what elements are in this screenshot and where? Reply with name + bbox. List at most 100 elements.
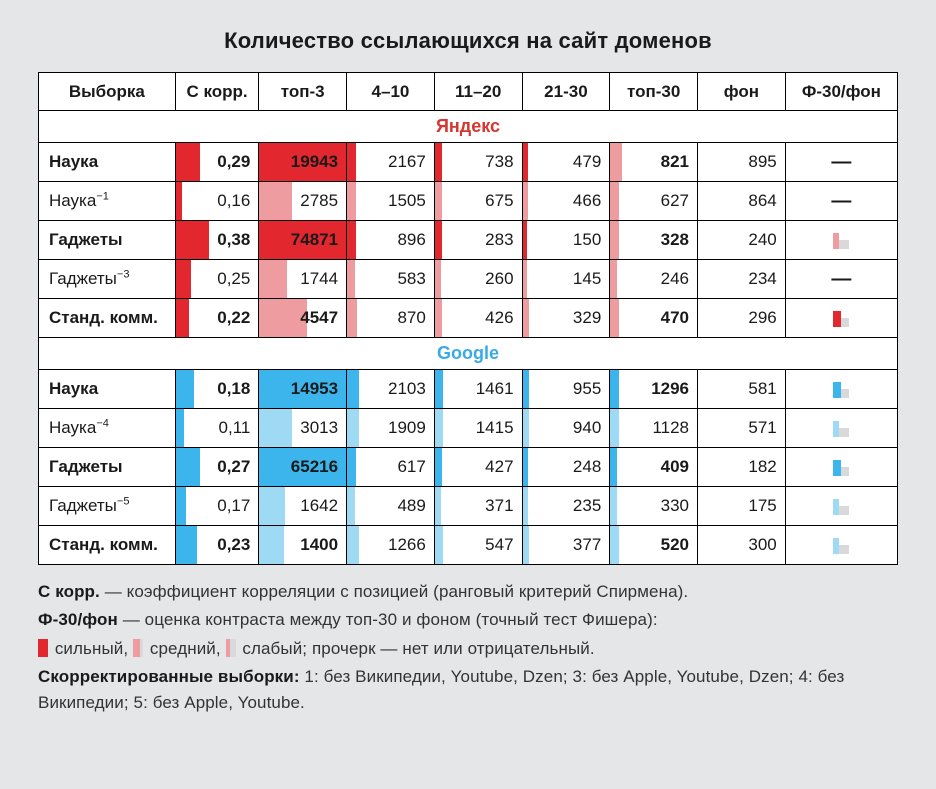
col-header: фон: [698, 73, 786, 111]
table-row: Гаджеты0,3874871896283150328240: [39, 221, 898, 260]
container: Количество ссылающихся на сайт доменов В…: [0, 0, 936, 737]
value-cell: 0,25: [175, 260, 259, 299]
contrast-icon-cell: [785, 221, 897, 260]
sample-cell: Наука−1: [39, 182, 176, 221]
legend-line-3: Скорректированные выборки: 1: без Википе…: [38, 664, 898, 717]
table-row: Гаджеты−30,251744583260145246234—: [39, 260, 898, 299]
value-cell: 0,17: [175, 487, 259, 526]
value-cell: 520: [610, 526, 698, 565]
value-cell: 4547: [259, 299, 347, 338]
table-row: Наука−10,1627851505675466627864—: [39, 182, 898, 221]
value-cell: 1400: [259, 526, 347, 565]
value-cell: 581: [698, 370, 786, 409]
table-row: Гаджеты0,2765216617427248409182: [39, 448, 898, 487]
legend-line-swatches: сильный, средний, слабый; прочерк — нет …: [38, 636, 898, 662]
value-cell: 19943: [259, 143, 347, 182]
value-cell: 896: [347, 221, 435, 260]
table-row: Наука0,1814953210314619551296581: [39, 370, 898, 409]
value-cell: 1415: [434, 409, 522, 448]
value-cell: 426: [434, 299, 522, 338]
value-cell: 3013: [259, 409, 347, 448]
value-cell: 260: [434, 260, 522, 299]
section-header: Яндекс: [39, 111, 898, 143]
value-cell: 627: [610, 182, 698, 221]
value-cell: 330: [610, 487, 698, 526]
value-cell: 283: [434, 221, 522, 260]
value-cell: 571: [698, 409, 786, 448]
legend-line-2: Ф-30/фон — оценка контраста между топ-30…: [38, 607, 898, 633]
sample-cell: Гаджеты−5: [39, 487, 176, 526]
table-row: Станд. комм.0,224547870426329470296: [39, 299, 898, 338]
col-header: топ-30: [610, 73, 698, 111]
sample-cell: Наука−4: [39, 409, 176, 448]
value-cell: 470: [610, 299, 698, 338]
section-header: Google: [39, 338, 898, 370]
value-cell: 0,23: [175, 526, 259, 565]
sample-cell: Станд. комм.: [39, 299, 176, 338]
legend-f30-text: — оценка контраста между топ-30 и фоном …: [118, 610, 658, 629]
value-cell: 328: [610, 221, 698, 260]
contrast-icon-cell: [785, 370, 897, 409]
value-cell: 489: [347, 487, 435, 526]
value-cell: 583: [347, 260, 435, 299]
value-cell: 377: [522, 526, 610, 565]
header-row: ВыборкаС корр.топ-34–1011–2021-30топ-30ф…: [39, 73, 898, 111]
value-cell: 2167: [347, 143, 435, 182]
table-title: Количество ссылающихся на сайт доменов: [38, 28, 898, 54]
legend-swatch: [226, 639, 236, 657]
value-cell: 74871: [259, 221, 347, 260]
col-header: 21-30: [522, 73, 610, 111]
value-cell: 175: [698, 487, 786, 526]
col-header: 4–10: [347, 73, 435, 111]
col-header: Ф-30/фон: [785, 73, 897, 111]
contrast-icon: [833, 382, 849, 398]
legend-swatch: [133, 639, 143, 657]
value-cell: 14953: [259, 370, 347, 409]
contrast-icon-cell: [785, 409, 897, 448]
value-cell: 895: [698, 143, 786, 182]
value-cell: 371: [434, 487, 522, 526]
legend-swatch-label: слабый; прочерк — нет или отрицательный.: [238, 639, 595, 658]
value-cell: 1461: [434, 370, 522, 409]
contrast-icon: [833, 538, 849, 554]
value-cell: 1266: [347, 526, 435, 565]
value-cell: 150: [522, 221, 610, 260]
sample-cell: Наука: [39, 370, 176, 409]
value-cell: 479: [522, 143, 610, 182]
legend-corr-text: — коэффициент корреляции с позицией (ран…: [100, 582, 688, 601]
value-cell: 466: [522, 182, 610, 221]
sample-cell: Станд. комм.: [39, 526, 176, 565]
sample-cell: Гаджеты: [39, 448, 176, 487]
value-cell: 0,27: [175, 448, 259, 487]
value-cell: 1296: [610, 370, 698, 409]
value-cell: 296: [698, 299, 786, 338]
value-cell: 1909: [347, 409, 435, 448]
value-cell: 1744: [259, 260, 347, 299]
value-cell: 1128: [610, 409, 698, 448]
value-cell: 235: [522, 487, 610, 526]
value-cell: 2785: [259, 182, 347, 221]
contrast-icon: [833, 421, 849, 437]
data-table: ВыборкаС корр.топ-34–1011–2021-30топ-30ф…: [38, 72, 898, 565]
contrast-icon-cell: [785, 448, 897, 487]
value-cell: 821: [610, 143, 698, 182]
value-cell: 738: [434, 143, 522, 182]
value-cell: 864: [698, 182, 786, 221]
col-header: топ-3: [259, 73, 347, 111]
legend-swatch: [38, 639, 48, 657]
value-cell: 0,18: [175, 370, 259, 409]
value-cell: 1505: [347, 182, 435, 221]
col-header: Выборка: [39, 73, 176, 111]
value-cell: 547: [434, 526, 522, 565]
value-cell: 240: [698, 221, 786, 260]
contrast-icon-cell: [785, 526, 897, 565]
contrast-icon: [833, 233, 849, 249]
legend-corr-label: С корр.: [38, 582, 100, 601]
legend-line-1: С корр. — коэффициент корреляции с позиц…: [38, 579, 898, 605]
value-cell: 409: [610, 448, 698, 487]
sample-cell: Гаджеты−3: [39, 260, 176, 299]
value-cell: 870: [347, 299, 435, 338]
value-cell: 0,22: [175, 299, 259, 338]
value-cell: 246: [610, 260, 698, 299]
table-row: Станд. комм.0,2314001266547377520300: [39, 526, 898, 565]
